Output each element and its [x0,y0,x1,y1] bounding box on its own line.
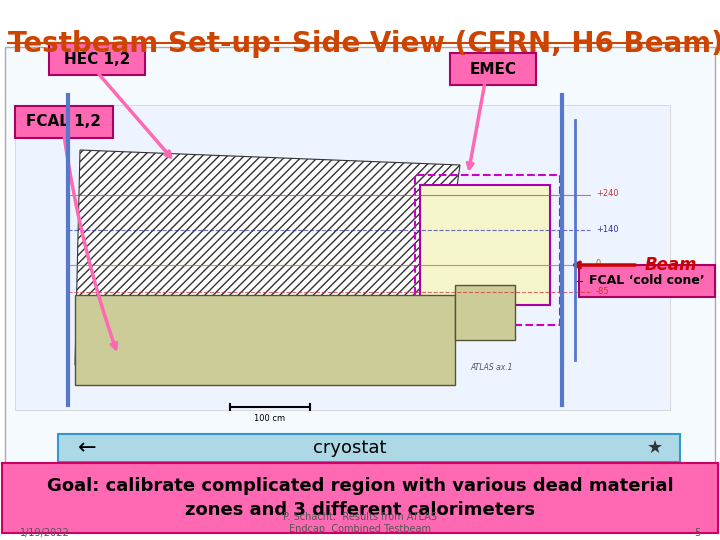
Text: 5: 5 [694,528,700,538]
Text: +140: +140 [596,225,618,233]
Text: HEC 1,2: HEC 1,2 [64,51,130,66]
Text: +240: +240 [596,190,618,199]
Text: FCAL ‘cold cone’: FCAL ‘cold cone’ [589,274,705,287]
FancyBboxPatch shape [5,47,715,465]
FancyBboxPatch shape [579,265,715,297]
FancyBboxPatch shape [58,434,680,462]
FancyBboxPatch shape [450,53,536,85]
FancyBboxPatch shape [15,106,113,138]
Text: ATLAS ax.1: ATLAS ax.1 [470,362,513,372]
Text: P. Schacht:  Results from ATLAS
Endcap  Combined Testbeam: P. Schacht: Results from ATLAS Endcap Co… [283,511,437,534]
FancyBboxPatch shape [2,463,718,533]
Text: ★: ★ [647,439,663,457]
Text: 0: 0 [596,260,601,268]
Text: cryostat: cryostat [313,439,387,457]
FancyBboxPatch shape [15,105,670,410]
Text: EMEC: EMEC [469,62,516,77]
Polygon shape [75,150,460,380]
Text: 100 cm: 100 cm [254,414,286,423]
Text: 1/19/2022: 1/19/2022 [20,528,70,538]
FancyBboxPatch shape [75,295,455,385]
Text: Beam: Beam [645,256,698,274]
Text: -85: -85 [596,287,610,295]
FancyBboxPatch shape [49,43,145,75]
FancyBboxPatch shape [455,285,515,340]
Text: Testbeam Set-up: Side View (CERN, H6 Beam): Testbeam Set-up: Side View (CERN, H6 Bea… [8,30,720,58]
Text: ←: ← [78,438,96,458]
Text: Goal: calibrate complicated region with various dead material
zones and 3 differ: Goal: calibrate complicated region with … [47,477,673,519]
Text: FCAL 1,2: FCAL 1,2 [27,114,102,130]
FancyBboxPatch shape [420,185,550,305]
